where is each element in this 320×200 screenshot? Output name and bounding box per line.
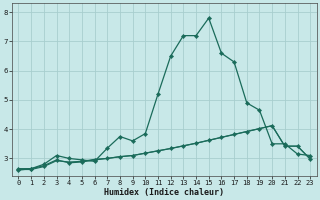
X-axis label: Humidex (Indice chaleur): Humidex (Indice chaleur) — [104, 188, 224, 197]
